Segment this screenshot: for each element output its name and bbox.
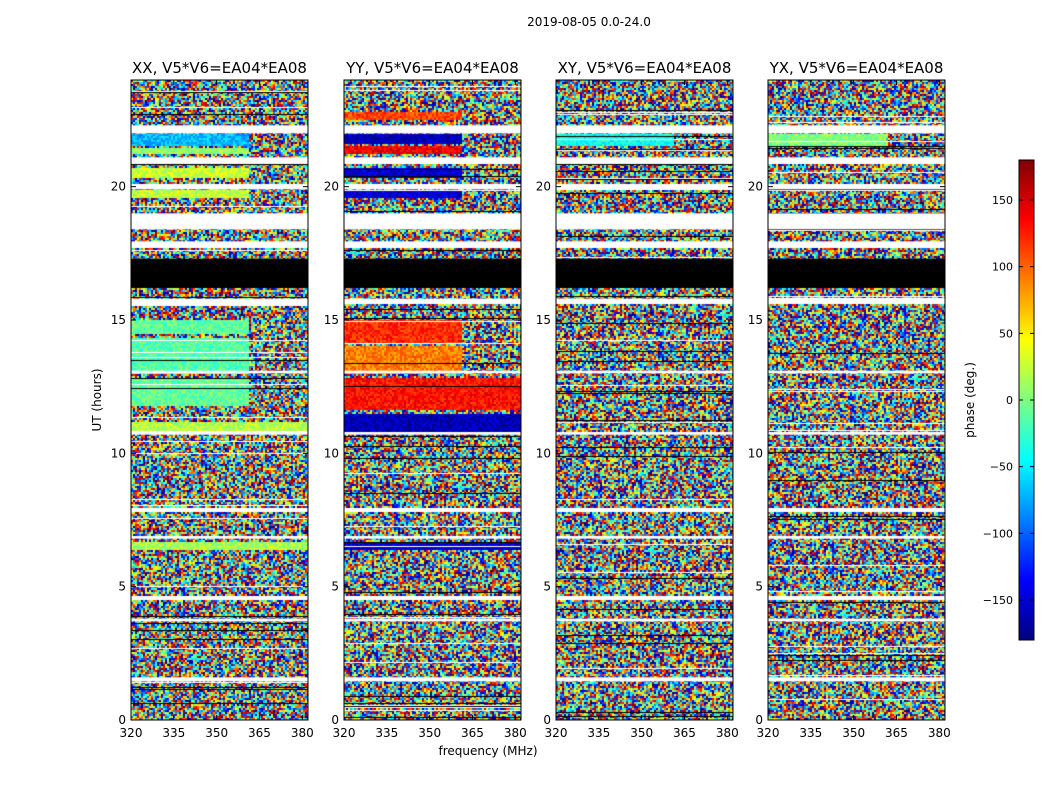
x-tick-label: 335 [587, 726, 610, 740]
x-tick-label: 335 [162, 726, 185, 740]
panel-title: XY, V5*V6=EA04*EA08 [558, 59, 732, 77]
x-tick-label: 320 [545, 726, 568, 740]
colorbar-tick-label: 0 [1006, 394, 1013, 407]
y-tick-label: 15 [748, 313, 763, 327]
panel-4: YX, V5*V6=EA04*EA08 320 335 350 365 380 0 5 10 15… [748, 59, 951, 740]
x-tick-label: 335 [375, 726, 398, 740]
x-tick-label: 320 [757, 726, 780, 740]
panel-frame [555, 79, 734, 721]
panel-1: XX, V5*V6=EA04*EA08 320 335 350 365 380 0 5 10 15… [111, 59, 314, 740]
panel-3: XY, V5*V6=EA04*EA08 320 335 350 365 380 0 5 10 15… [536, 59, 739, 740]
y-tick-label: 5 [543, 580, 551, 594]
figure-suptitle: 2019-08-05 0.0-24.0 [527, 15, 651, 29]
y-tick-label: 0 [755, 713, 763, 727]
panels-group: XX, V5*V6=EA04*EA08 320 335 350 365 380 0 5 10 15… [111, 59, 951, 740]
x-axis-label: frequency (MHz) [438, 744, 537, 758]
colorbar-tick-label: 100 [992, 261, 1013, 274]
y-tick-label: 0 [543, 713, 551, 727]
x-tick-label: 380 [928, 726, 951, 740]
heatmap-raster [131, 80, 308, 720]
y-axis-label: UT (hours) [90, 368, 104, 431]
panel-title: XX, V5*V6=EA04*EA08 [132, 59, 307, 77]
y-tick-label: 5 [331, 580, 339, 594]
x-tick-label: 320 [120, 726, 143, 740]
y-tick-label: 15 [324, 313, 339, 327]
x-tick-label: 350 [418, 726, 441, 740]
colorbar-tick-label: −100 [983, 527, 1013, 540]
heatmap-raster [768, 80, 945, 720]
x-tick-label: 365 [673, 726, 696, 740]
heatmap-raster [344, 80, 521, 720]
heatmap-raster [556, 80, 733, 720]
colorbar: −150 −100 −50 0 50 100 150 [983, 159, 1035, 641]
x-tick-label: 380 [504, 726, 527, 740]
y-tick-label: 10 [536, 446, 551, 460]
y-tick-label: 20 [536, 180, 551, 194]
y-tick-label: 10 [324, 446, 339, 460]
x-tick-label: 350 [205, 726, 228, 740]
x-tick-label: 335 [799, 726, 822, 740]
colorbar-tick-label: 150 [992, 194, 1013, 207]
x-tick-label: 365 [885, 726, 908, 740]
colorbar-tick-label: −150 [983, 594, 1013, 607]
colorbar-tick-label: 50 [999, 327, 1013, 340]
colorbar-label: phase (deg.) [963, 362, 977, 438]
x-tick-label: 350 [630, 726, 653, 740]
y-tick-label: 20 [111, 180, 126, 194]
x-tick-label: 365 [248, 726, 271, 740]
x-tick-label: 380 [716, 726, 739, 740]
y-tick-label: 10 [111, 446, 126, 460]
y-tick-label: 0 [118, 713, 126, 727]
y-tick-label: 20 [324, 180, 339, 194]
y-tick-label: 15 [111, 313, 126, 327]
panel-frame [343, 79, 522, 721]
x-tick-label: 365 [461, 726, 484, 740]
y-tick-label: 20 [748, 180, 763, 194]
colorbar-tick-label: −50 [990, 461, 1013, 474]
panel-frame [130, 79, 309, 721]
y-tick-label: 15 [536, 313, 551, 327]
panel-title: YY, V5*V6=EA04*EA08 [345, 59, 519, 77]
panel-2: YY, V5*V6=EA04*EA08 320 335 350 365 380 0 5 10 15… [324, 59, 527, 740]
panel-title: YX, V5*V6=EA04*EA08 [769, 59, 944, 77]
x-tick-label: 350 [842, 726, 865, 740]
y-tick-label: 5 [755, 580, 763, 594]
x-tick-label: 320 [333, 726, 356, 740]
y-tick-label: 0 [331, 713, 339, 727]
panel-frame [767, 79, 946, 721]
y-tick-label: 10 [748, 446, 763, 460]
x-tick-label: 380 [291, 726, 314, 740]
y-tick-label: 5 [118, 580, 126, 594]
